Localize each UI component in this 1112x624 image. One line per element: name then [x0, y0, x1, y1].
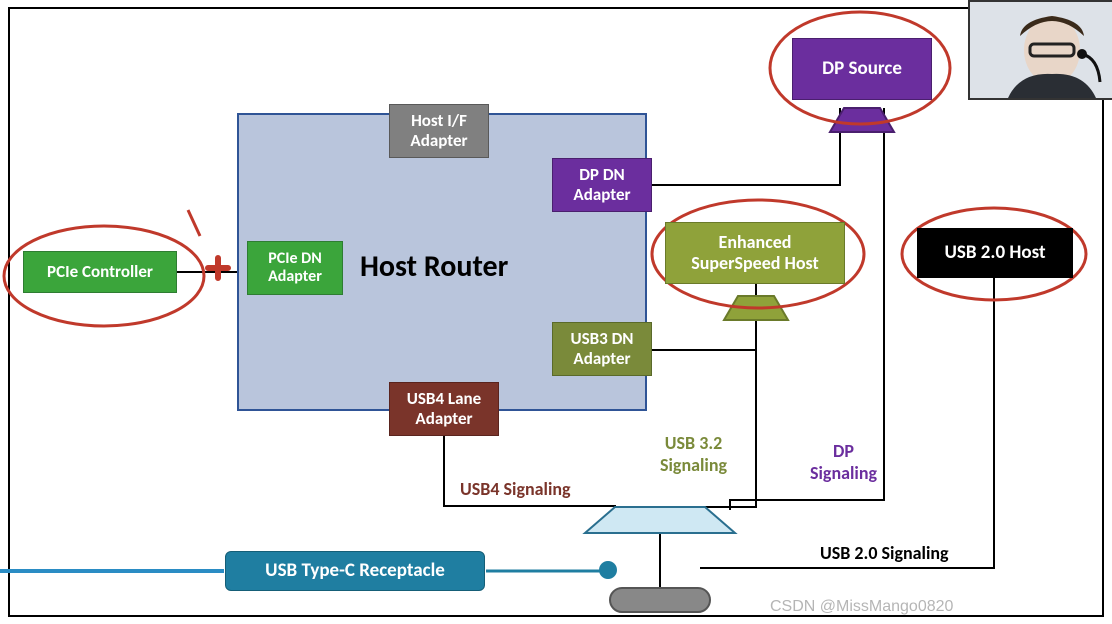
- usb3-dn-adapter-label: USB3 DNAdapter: [570, 329, 633, 368]
- enhanced-superspeed-host-block: EnhancedSuperSpeed Host: [665, 222, 845, 284]
- pcie-dn-adapter-label: PCIe DNAdapter: [268, 250, 322, 287]
- seek-bar-fragment: [0, 569, 224, 573]
- usb20-signaling-label: USB 2.0 Signaling: [820, 542, 949, 564]
- pcie-dn-adapter-block: PCIe DNAdapter: [247, 241, 343, 295]
- dp-signaling-label: DPSignaling: [810, 440, 877, 484]
- host-if-adapter-block: Host I/FAdapter: [389, 104, 489, 158]
- usb20-host-label: USB 2.0 Host: [944, 242, 1045, 264]
- host-if-adapter-label: Host I/FAdapter: [410, 111, 467, 150]
- watermark-text: CSDN @MissMango0820: [770, 598, 953, 616]
- usb-typec-receptacle-label: USB Type-C Receptacle: [265, 560, 445, 582]
- host-router-label: Host Router: [360, 248, 508, 285]
- pcie-controller-block: PCIe Controller: [23, 251, 177, 293]
- diagram-canvas: Host Router PCIe Controller PCIe DNAdapt…: [0, 0, 1112, 624]
- usb4-lane-adapter-block: USB4 LaneAdapter: [389, 382, 499, 436]
- dp-dn-adapter-block: DP DNAdapter: [552, 158, 652, 212]
- pcie-controller-label: PCIe Controller: [47, 262, 153, 282]
- usb32-signaling-label: USB 3.2Signaling: [660, 432, 727, 476]
- dp-dn-adapter-label: DP DNAdapter: [573, 165, 630, 204]
- webcam-person-icon: [970, 2, 1112, 98]
- usb4-lane-adapter-label: USB4 LaneAdapter: [407, 389, 481, 428]
- enhanced-superspeed-host-label: EnhancedSuperSpeed Host: [691, 232, 819, 273]
- webcam-overlay: [968, 0, 1112, 100]
- dp-source-label: DP Source: [822, 58, 902, 80]
- usb3-dn-adapter-block: USB3 DNAdapter: [552, 322, 652, 376]
- dp-source-block: DP Source: [792, 38, 932, 100]
- usb20-host-block: USB 2.0 Host: [917, 228, 1073, 278]
- usb4-signaling-label: USB4 Signaling: [460, 478, 571, 500]
- usb-typec-receptacle-label-box: USB Type-C Receptacle: [225, 551, 485, 591]
